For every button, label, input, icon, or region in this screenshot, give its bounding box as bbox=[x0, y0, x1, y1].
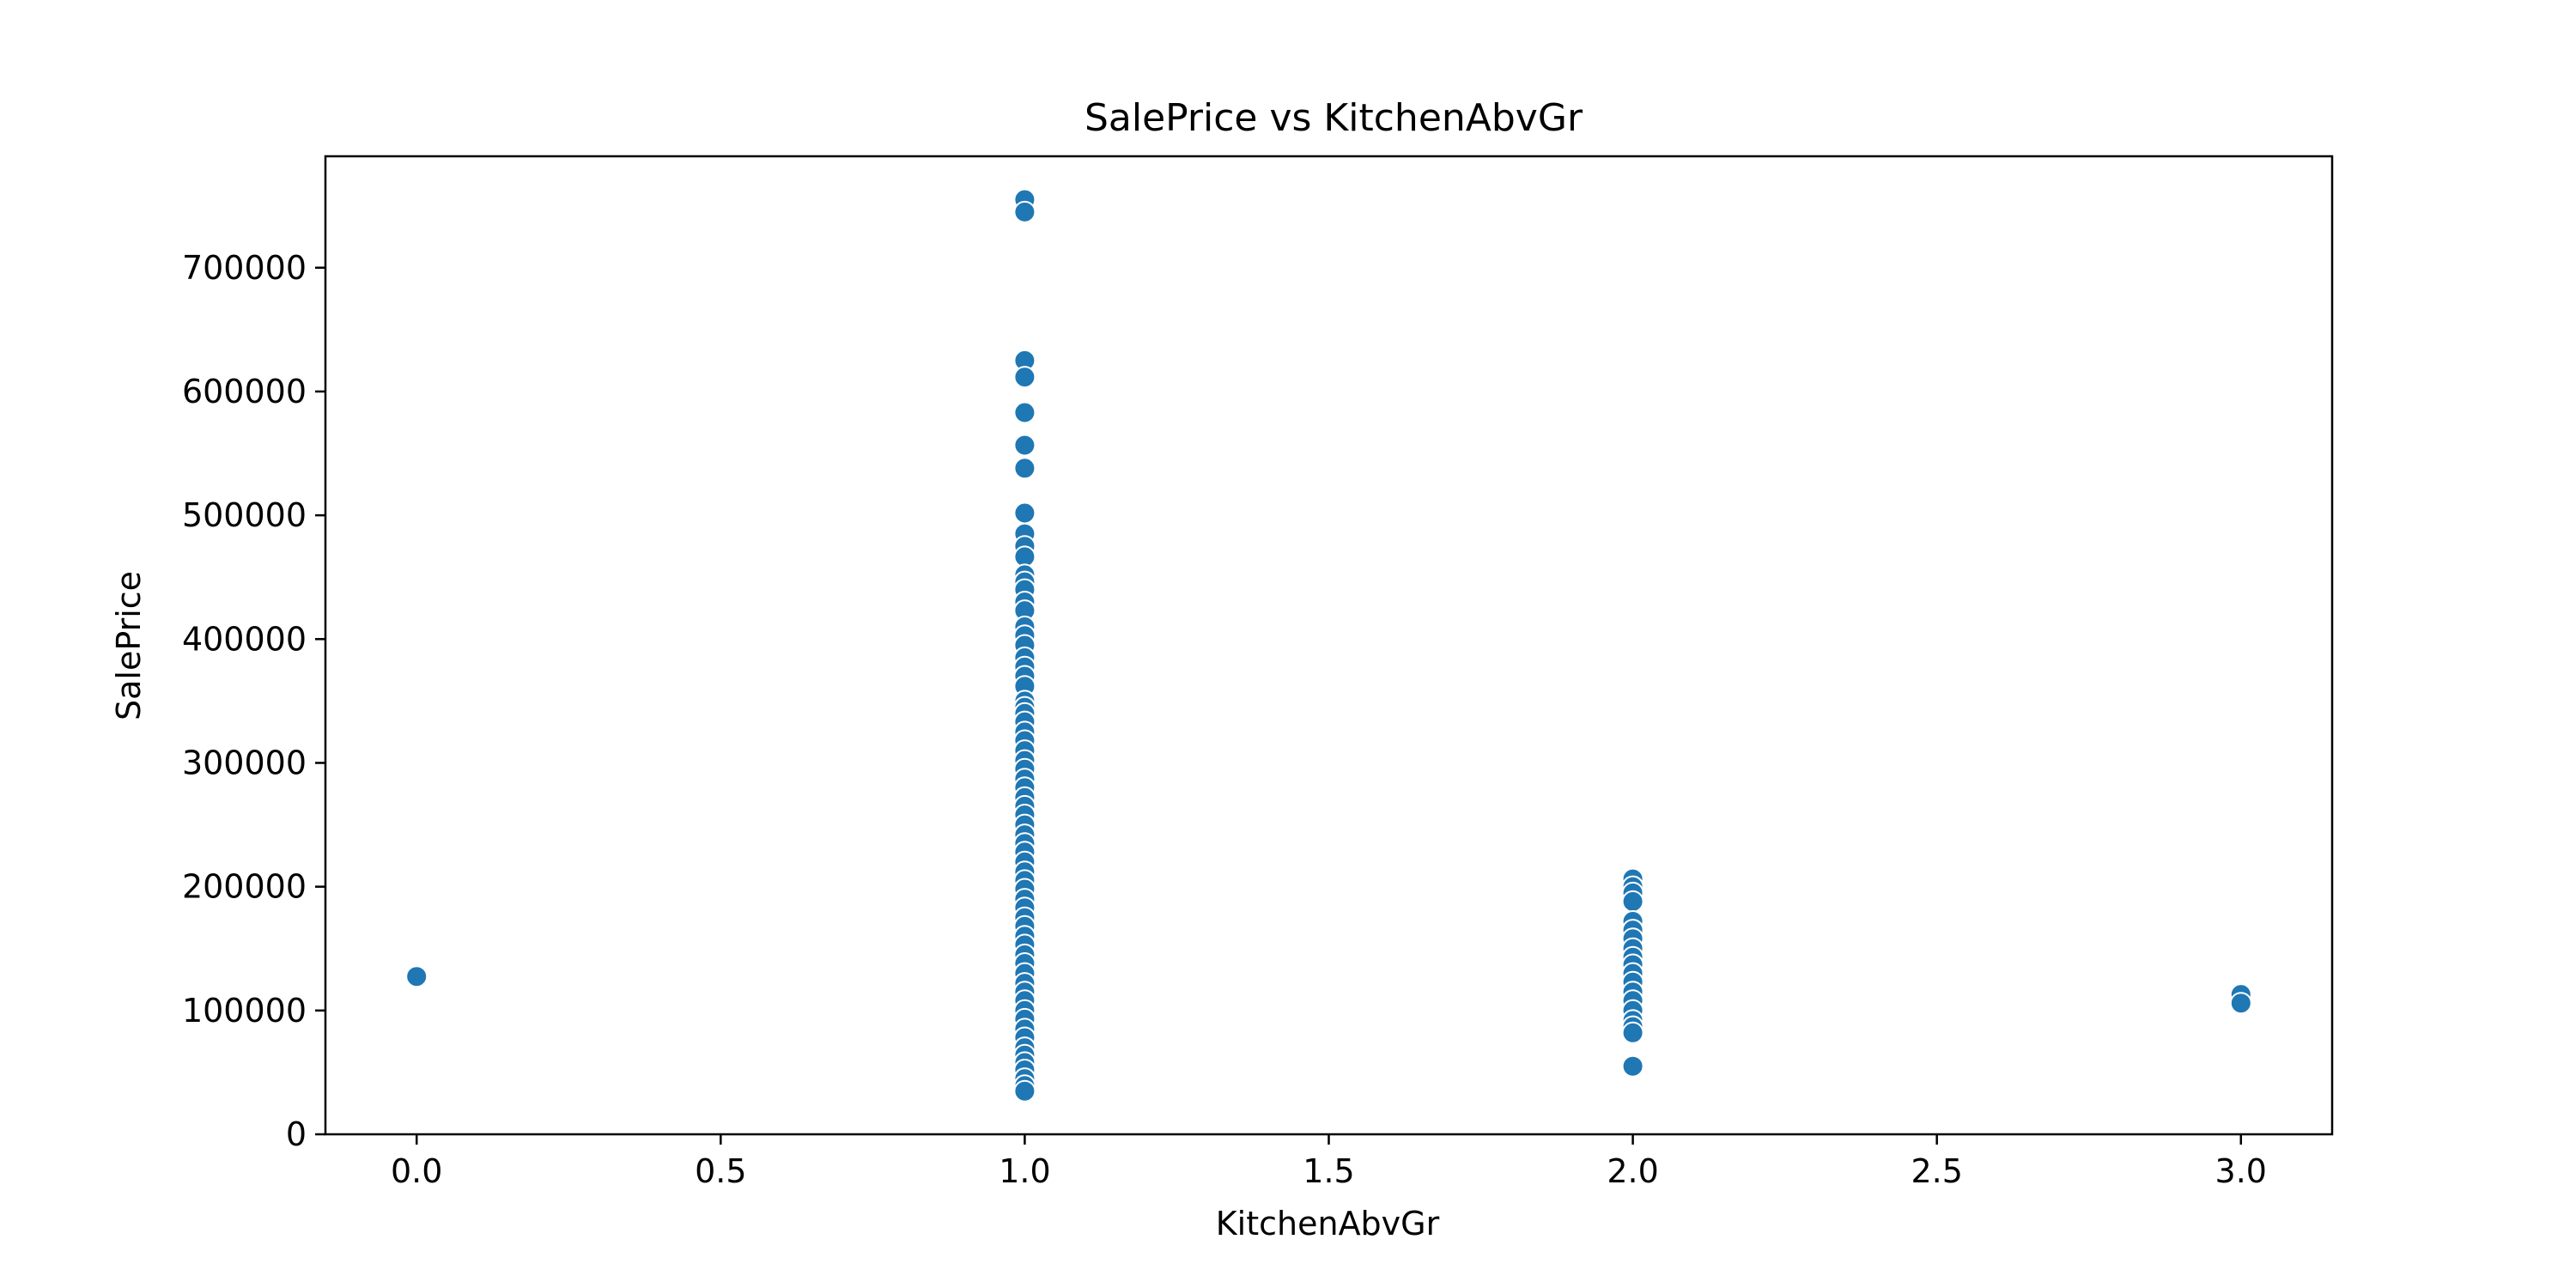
data-point-86 bbox=[1621, 1021, 1644, 1044]
plot-frame bbox=[324, 155, 2334, 1136]
x-tick-label-5: 2.5 bbox=[1911, 1152, 1962, 1190]
y-tick-label-4: 400000 bbox=[182, 620, 307, 658]
data-point-68 bbox=[1013, 1079, 1036, 1103]
x-tick-label-4: 2.0 bbox=[1607, 1152, 1658, 1190]
x-axis: 0.0 0.5 1.0 1.5 2.0 2.5 3.0 bbox=[391, 1134, 2267, 1190]
y-tick-label-5: 500000 bbox=[182, 496, 307, 534]
y-tick-label-2: 200000 bbox=[182, 868, 307, 906]
y-tick-label-1: 100000 bbox=[182, 992, 307, 1030]
data-point-7 bbox=[1013, 457, 1036, 480]
data-point-89 bbox=[2229, 992, 2252, 1015]
data-point-87 bbox=[1621, 1054, 1644, 1078]
x-tick-label-3: 1.5 bbox=[1303, 1152, 1354, 1190]
data-point-5 bbox=[1013, 401, 1036, 424]
y-axis-label: SalePrice bbox=[110, 571, 148, 720]
x-tick-label-2: 1.0 bbox=[999, 1152, 1050, 1190]
x-tick-label-6: 3.0 bbox=[2215, 1152, 2267, 1190]
data-point-0 bbox=[405, 965, 428, 988]
data-point-72 bbox=[1621, 890, 1644, 913]
data-point-4 bbox=[1013, 366, 1036, 389]
chart-title: SalePrice vs KitchenAbvGr bbox=[1084, 96, 1583, 140]
points-layer bbox=[405, 188, 2252, 1103]
x-tick-label-0: 0.0 bbox=[391, 1152, 442, 1190]
data-point-6 bbox=[1013, 434, 1036, 457]
y-tick-label-0: 0 bbox=[286, 1115, 307, 1153]
data-point-2 bbox=[1013, 200, 1036, 223]
y-tick-label-3: 300000 bbox=[182, 744, 307, 781]
y-tick-label-7: 700000 bbox=[182, 249, 307, 287]
x-axis-label: KitchenAbvGr bbox=[1216, 1205, 1440, 1242]
y-tick-label-6: 600000 bbox=[182, 373, 307, 410]
x-tick-label-1: 0.5 bbox=[695, 1152, 746, 1190]
data-point-8 bbox=[1013, 501, 1036, 525]
y-axis: 0 100000 200000 300000 400000 500000 600000 700… bbox=[182, 249, 325, 1153]
